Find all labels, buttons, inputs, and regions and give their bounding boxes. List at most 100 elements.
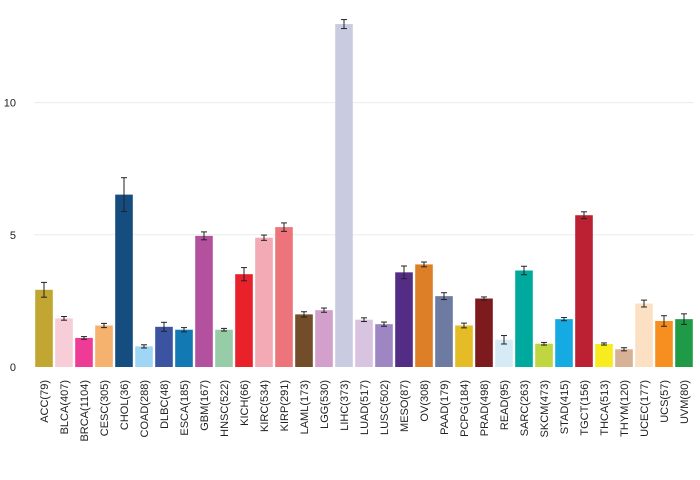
- x-tick-label: MESO(87): [399, 380, 411, 432]
- grid-lines: [34, 102, 694, 236]
- x-tick-label: DLBC(48): [159, 380, 171, 429]
- bar-stad: [555, 319, 573, 367]
- bar-coad: [135, 346, 153, 367]
- error-bar-sarc: [521, 265, 527, 276]
- y-tick-label: 10: [4, 98, 16, 110]
- bar-lihc: [335, 24, 353, 368]
- bar-ucec: [635, 303, 653, 367]
- bar-ov: [415, 264, 433, 367]
- x-tick-label: BRCA(1104): [79, 380, 91, 442]
- error-bar-ucs: [661, 315, 667, 327]
- x-tick-label: TGCT(156): [579, 380, 591, 436]
- error-bar-ov: [421, 261, 427, 268]
- bar-meso: [395, 272, 413, 367]
- error-bar-dlbc: [161, 321, 167, 332]
- error-bar-lusc: [381, 321, 387, 327]
- error-bar-ucec: [641, 299, 647, 308]
- error-bar-paad: [441, 292, 447, 301]
- x-tick-label: UCS(57): [659, 380, 671, 423]
- x-tick-label: CHOL(36): [119, 380, 131, 430]
- x-tick-label: KICH(66): [239, 380, 251, 426]
- bar-dlbc: [155, 326, 173, 367]
- error-bars: [41, 19, 687, 352]
- x-tick-label: PCPG(184): [459, 380, 471, 437]
- error-bar-tgct: [581, 211, 587, 220]
- error-bar-cesc: [101, 322, 107, 329]
- bar-pcpg: [455, 325, 473, 367]
- bar-lusc: [375, 324, 393, 367]
- error-bar-read: [501, 335, 507, 345]
- bar-kich: [235, 274, 253, 367]
- bar-gbm: [195, 235, 213, 367]
- bar-hnsc: [215, 329, 233, 367]
- bar-acc: [35, 289, 53, 367]
- bar-thca: [595, 343, 613, 367]
- error-bar-blca: [61, 316, 67, 321]
- error-bar-esca: [181, 327, 187, 333]
- bar-prad: [475, 298, 493, 367]
- x-tick-label: UVM(80): [679, 380, 691, 424]
- error-bar-stad: [561, 317, 567, 322]
- x-tick-label: LUSC(502): [379, 380, 391, 435]
- x-tick-label: SKCM(473): [539, 380, 551, 437]
- bars: [35, 24, 693, 368]
- error-bar-thym: [621, 347, 627, 352]
- error-bar-skcm: [541, 341, 547, 346]
- bar-blca: [55, 318, 73, 367]
- x-tick-label: ESCA(185): [179, 380, 191, 436]
- error-bar-prad: [481, 296, 487, 301]
- x-axis-labels: ACC(79) BLCA(407) BRCA(1104) CESC(305) CHOL(…: [39, 380, 691, 442]
- error-bar-gbm: [201, 231, 207, 241]
- x-tick-label: LUAD(517): [359, 380, 371, 435]
- error-bar-uvm: [681, 313, 687, 325]
- bar-kirc: [255, 237, 273, 367]
- bar-read: [495, 339, 513, 367]
- bar-chol: [115, 194, 133, 367]
- x-tick-label: PRAD(498): [479, 380, 491, 436]
- error-bar-kirp: [281, 222, 287, 232]
- error-bar-thca: [601, 342, 607, 346]
- x-tick-label: CESC(305): [99, 380, 111, 436]
- error-bar-acc: [41, 281, 47, 298]
- x-tick-label: KIRP(291): [279, 380, 291, 431]
- bar-esca: [175, 329, 193, 367]
- bar-ucs: [655, 320, 673, 367]
- bar-paad: [435, 296, 453, 367]
- x-tick-label: HNSC(522): [219, 380, 231, 437]
- x-tick-label: ACC(79): [39, 380, 51, 423]
- error-bar-kirc: [261, 234, 267, 241]
- error-bar-coad: [141, 344, 147, 349]
- bar-thym: [615, 349, 633, 367]
- x-tick-label: UCEC(177): [639, 380, 651, 437]
- y-tick-label: 5: [10, 230, 16, 242]
- error-bar-lihc: [341, 19, 347, 30]
- bar-laml: [295, 314, 313, 367]
- error-bar-laml: [301, 311, 307, 318]
- x-tick-label: PAAD(179): [439, 380, 451, 435]
- bar-kirp: [275, 227, 293, 367]
- bar-lgg: [315, 310, 333, 367]
- x-tick-label: STAD(415): [559, 380, 571, 434]
- x-tick-label: LIHC(373): [339, 380, 351, 431]
- x-tick-label: KIRC(534): [259, 380, 271, 432]
- bar-luad: [355, 319, 373, 367]
- x-tick-label: THYM(120): [619, 380, 631, 437]
- y-tick-label: 0: [10, 362, 16, 374]
- x-tick-label: THCA(513): [599, 380, 611, 436]
- error-bar-pcpg: [461, 322, 467, 329]
- bar-cesc: [95, 325, 113, 367]
- x-tick-label: GBM(167): [199, 380, 211, 431]
- error-bar-kich: [241, 267, 247, 282]
- x-tick-label: SARC(263): [519, 380, 531, 436]
- error-bar-brca: [81, 336, 87, 340]
- y-axis-ticks: 0 5 10: [4, 98, 16, 374]
- bar-brca: [75, 337, 93, 367]
- bar-uvm: [675, 319, 693, 367]
- error-bar-hnsc: [221, 327, 227, 332]
- x-tick-label: OV(308): [419, 380, 431, 422]
- bar-skcm: [535, 343, 553, 367]
- bar-tgct: [575, 215, 593, 367]
- x-tick-label: COAD(288): [139, 380, 151, 437]
- x-tick-label: LGG(530): [319, 380, 331, 429]
